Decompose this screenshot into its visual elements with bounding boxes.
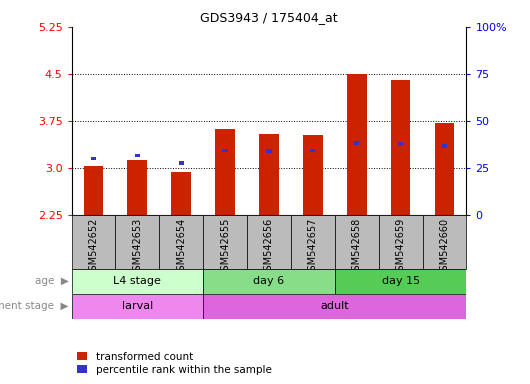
- Text: GSM542660: GSM542660: [439, 218, 449, 277]
- Bar: [398, 142, 403, 146]
- Bar: [72, 269, 203, 294]
- Bar: [435, 123, 454, 215]
- Bar: [291, 215, 335, 269]
- Bar: [91, 157, 96, 161]
- Text: adult: adult: [321, 301, 349, 311]
- Bar: [160, 215, 203, 269]
- Legend: transformed count, percentile rank within the sample: transformed count, percentile rank withi…: [77, 352, 271, 375]
- Bar: [442, 144, 447, 148]
- Bar: [171, 172, 191, 215]
- Title: GDS3943 / 175404_at: GDS3943 / 175404_at: [200, 11, 338, 24]
- Text: day 15: day 15: [382, 276, 420, 286]
- Bar: [422, 215, 466, 269]
- Bar: [378, 215, 422, 269]
- Text: GSM542653: GSM542653: [132, 218, 143, 277]
- Bar: [179, 161, 184, 165]
- Bar: [259, 134, 279, 215]
- Bar: [128, 160, 147, 215]
- Bar: [335, 215, 378, 269]
- Bar: [391, 80, 410, 215]
- Bar: [267, 149, 271, 153]
- Bar: [116, 215, 160, 269]
- Bar: [347, 74, 367, 215]
- Bar: [203, 294, 466, 319]
- Bar: [354, 141, 359, 145]
- Bar: [335, 269, 466, 294]
- Text: GSM542659: GSM542659: [395, 218, 405, 277]
- Text: larval: larval: [122, 301, 153, 311]
- Bar: [203, 215, 247, 269]
- Text: GSM542658: GSM542658: [352, 218, 361, 277]
- Bar: [135, 154, 140, 157]
- Bar: [72, 294, 203, 319]
- Text: GSM542656: GSM542656: [264, 218, 274, 277]
- Bar: [247, 215, 291, 269]
- Bar: [203, 269, 335, 294]
- Bar: [223, 149, 228, 152]
- Text: development stage  ▶: development stage ▶: [0, 301, 69, 311]
- Text: GSM542654: GSM542654: [176, 218, 186, 277]
- Text: GSM542652: GSM542652: [89, 218, 99, 277]
- Bar: [84, 166, 103, 215]
- Bar: [303, 136, 323, 215]
- Text: L4 stage: L4 stage: [113, 276, 161, 286]
- Bar: [310, 149, 315, 152]
- Bar: [215, 129, 235, 215]
- Text: age  ▶: age ▶: [35, 276, 69, 286]
- Text: GSM542657: GSM542657: [308, 218, 318, 277]
- Text: day 6: day 6: [253, 276, 285, 286]
- Text: GSM542655: GSM542655: [220, 218, 230, 277]
- Bar: [72, 215, 116, 269]
